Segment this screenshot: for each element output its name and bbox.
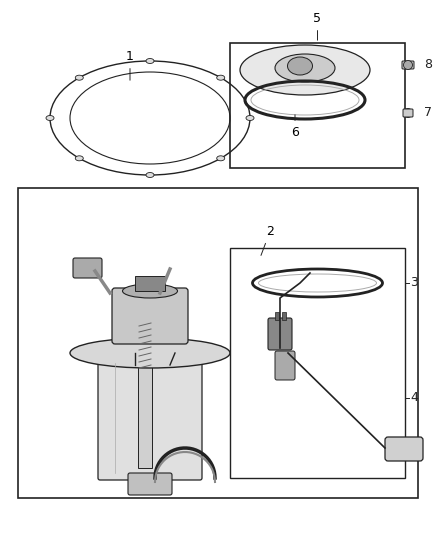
Bar [275, 312, 279, 320]
Ellipse shape [146, 59, 154, 63]
Ellipse shape [240, 45, 370, 95]
Bar [135, 276, 165, 291]
Ellipse shape [403, 61, 413, 69]
Text: 7: 7 [424, 107, 432, 119]
FancyBboxPatch shape [403, 109, 413, 117]
FancyBboxPatch shape [268, 318, 292, 350]
Ellipse shape [123, 284, 177, 298]
Bar [138, 363, 152, 468]
FancyBboxPatch shape [385, 437, 423, 461]
FancyBboxPatch shape [402, 61, 414, 69]
Ellipse shape [275, 54, 335, 82]
FancyBboxPatch shape [128, 473, 172, 495]
Ellipse shape [217, 156, 225, 161]
Ellipse shape [75, 75, 83, 80]
Bar [230, 248, 405, 478]
Text: 2: 2 [261, 225, 274, 255]
Ellipse shape [70, 338, 230, 368]
Text: 1: 1 [126, 50, 134, 80]
Ellipse shape [403, 109, 413, 117]
Ellipse shape [146, 173, 154, 177]
Text: 4: 4 [410, 391, 418, 404]
Text: 8: 8 [424, 59, 432, 71]
Ellipse shape [246, 116, 254, 120]
Text: 5: 5 [314, 12, 321, 40]
Ellipse shape [75, 156, 83, 161]
Bar [282, 312, 286, 320]
Text: 6: 6 [291, 115, 299, 139]
Ellipse shape [217, 75, 225, 80]
FancyBboxPatch shape [73, 258, 102, 278]
Ellipse shape [46, 116, 54, 120]
Bar [18, 188, 418, 498]
FancyBboxPatch shape [98, 356, 202, 480]
Bar [230, 43, 405, 168]
FancyBboxPatch shape [112, 288, 188, 344]
Ellipse shape [287, 57, 312, 75]
Text: 3: 3 [410, 277, 418, 289]
FancyBboxPatch shape [275, 351, 295, 380]
